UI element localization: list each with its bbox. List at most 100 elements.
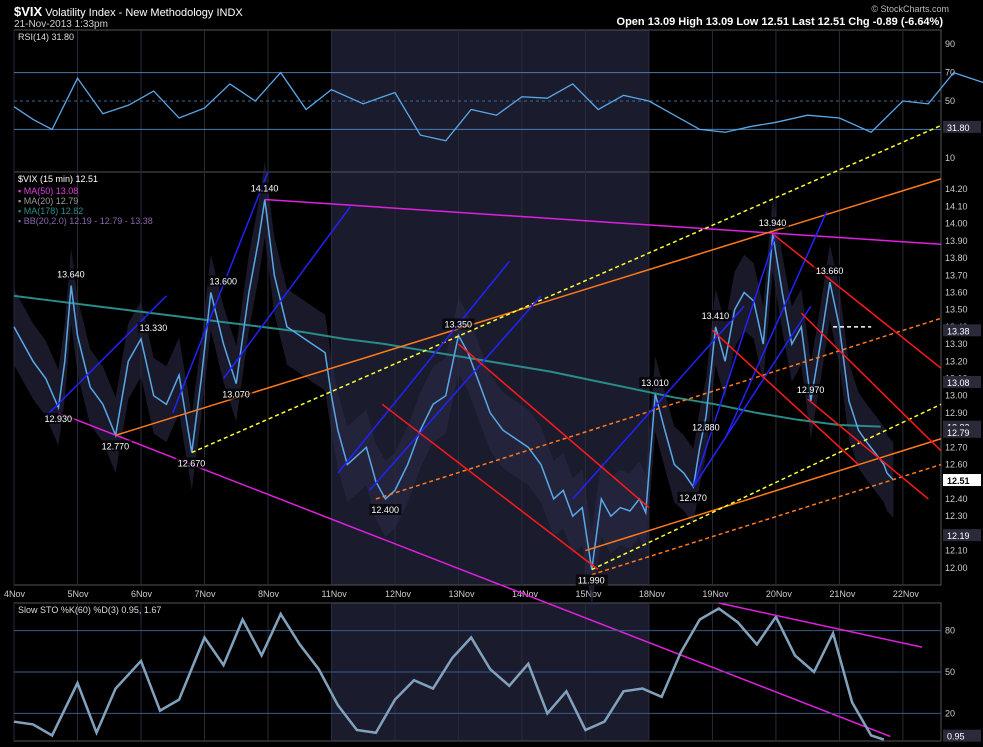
annotation-bg <box>369 503 402 515</box>
trendline <box>807 398 929 500</box>
price-annotation: 13.070 <box>222 390 250 400</box>
bollinger-band <box>14 161 894 608</box>
price-annotation: 13.350 <box>444 319 472 329</box>
price-annotation: 12.670 <box>178 458 206 468</box>
price-annotation: 13.940 <box>759 218 787 228</box>
price-annotation: 12.930 <box>44 414 72 424</box>
exchange: INDX <box>216 7 243 19</box>
x-tick-label: 20Nov <box>766 589 793 599</box>
sto-k-line <box>13 607 885 741</box>
trendline <box>711 329 859 466</box>
chart-title: $VIX Volatility Index - New Methodology … <box>14 4 243 19</box>
x-tick-label: 4Nov <box>4 589 26 599</box>
sto-last-value-box <box>943 729 981 742</box>
sto-trendline <box>718 602 923 648</box>
rsi-last-value-box <box>943 120 981 133</box>
annotation-bg <box>677 491 710 503</box>
trendline <box>692 305 812 488</box>
right-value-box <box>943 375 981 388</box>
annotation-bg <box>248 182 281 194</box>
x-tick-label: 5Nov <box>67 589 89 599</box>
rsi-tick-label: 50 <box>945 96 955 106</box>
annotation-bg <box>639 376 672 388</box>
trendline <box>264 198 942 246</box>
price-tick-label: 14.10 <box>945 201 968 211</box>
sto-tick-label: 20 <box>945 708 955 718</box>
trendline <box>591 463 942 576</box>
right-value-label: 12.79 <box>947 428 970 438</box>
right-value-label: 13.08 <box>947 378 970 388</box>
x-tick-label: 15Nov <box>575 589 602 599</box>
trendline <box>585 438 942 552</box>
price-series-line <box>13 199 894 570</box>
x-tick-label: 7Nov <box>194 589 216 599</box>
annotation-bg <box>55 268 88 280</box>
trendline <box>591 403 942 571</box>
right-value-label: 13.38 <box>947 326 970 336</box>
annotation-bg <box>175 457 208 469</box>
sto-last-value: 0.95 <box>947 732 965 742</box>
annotation-bg <box>99 440 132 452</box>
price-annotation: 13.600 <box>210 276 238 286</box>
trendline <box>457 343 650 509</box>
price-tick-label: 13.50 <box>945 305 968 315</box>
watermark: © StockCharts.com <box>871 4 949 14</box>
annotation-bg <box>756 216 789 228</box>
index-name: Volatility Index - New Methodology <box>45 7 214 19</box>
price-tick-label: 13.80 <box>945 253 968 263</box>
price-annotation: 14.140 <box>251 184 279 194</box>
trendline <box>800 312 942 452</box>
price-tick-label: 12.90 <box>945 408 968 418</box>
annotation-bg <box>690 421 723 433</box>
price-tick-label: 12.70 <box>945 442 968 452</box>
price-tick-label: 14.20 <box>945 184 968 194</box>
annotation-bg <box>794 383 827 395</box>
right-value-box <box>943 324 981 337</box>
annotation-bg <box>699 309 732 321</box>
price-title: $VIX (15 min) 12.51 <box>18 174 98 184</box>
trendline <box>45 295 167 417</box>
right-value-box <box>943 425 981 438</box>
rsi-legend: RSI(14) 31.80 <box>18 32 74 42</box>
trendline <box>772 233 942 369</box>
annotation-bg <box>813 265 846 277</box>
x-tick-label: 19Nov <box>702 589 729 599</box>
annotation-bg <box>220 388 253 400</box>
price-annotation: 11.990 <box>578 576 605 586</box>
rsi-tick-label: 70 <box>945 68 955 78</box>
trendline <box>222 205 352 379</box>
trendline <box>337 261 510 474</box>
right-value-box <box>943 474 981 487</box>
ma178-line <box>13 294 881 428</box>
price-annotation: 13.660 <box>816 266 844 276</box>
x-tick-label: 21Nov <box>829 589 856 599</box>
sto-legend: Slow STO %K(60) %D(3) 0.95, 1.67 <box>18 605 161 615</box>
price-tick-label: 12.10 <box>945 546 968 556</box>
rsi-series-line <box>13 71 983 142</box>
quote-summary: Open 13.09 High 13.09 Low 12.51 Last 12.… <box>616 16 943 28</box>
chart-datetime: 21-Nov-2013 1:33pm <box>14 19 108 30</box>
price-tick-label: 13.70 <box>945 270 968 280</box>
annotation-bg <box>575 574 608 586</box>
annotation-bg <box>137 321 170 333</box>
right-value-label: 12.51 <box>947 476 970 486</box>
trendline <box>692 233 777 488</box>
price-tick-label: 13.20 <box>945 356 968 366</box>
sto-tick-label: 50 <box>945 667 955 677</box>
price-annotation: 13.010 <box>641 378 669 388</box>
trendline <box>191 124 942 454</box>
symbol: $VIX <box>14 4 43 19</box>
price-tick-label: 14.00 <box>945 219 968 229</box>
trendline <box>368 295 542 491</box>
price-tick-label: 13.90 <box>945 236 968 246</box>
price-tick-label: 13.60 <box>945 287 968 297</box>
price-annotation: 12.880 <box>692 422 720 432</box>
price-tick-label: 12.40 <box>945 494 968 504</box>
price-legend-item: ▪ MA(50) 13.08 <box>18 186 78 196</box>
rsi-last-value: 31.80 <box>947 123 970 133</box>
price-tick-label: 13.30 <box>945 339 968 349</box>
annotation-bg <box>42 412 75 424</box>
annotation-bg <box>207 275 240 287</box>
price-annotation: 12.470 <box>679 493 707 503</box>
